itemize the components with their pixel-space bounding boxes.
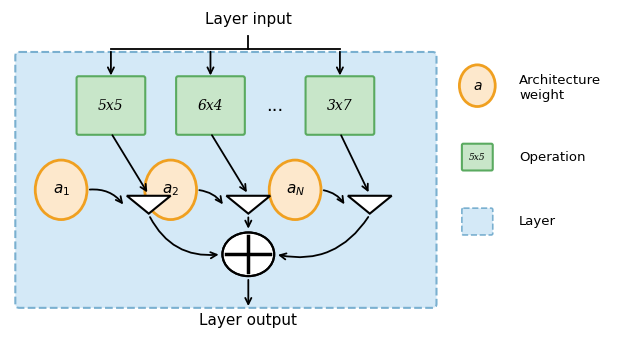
FancyArrowPatch shape [245,280,252,304]
Text: $a_2$: $a_2$ [162,182,179,198]
Polygon shape [227,196,270,214]
Text: ...: ... [267,96,284,115]
Ellipse shape [269,160,321,220]
Ellipse shape [145,160,196,220]
Polygon shape [127,196,171,214]
Text: $a$: $a$ [472,79,482,93]
FancyArrowPatch shape [150,217,217,258]
Text: $a_N$: $a_N$ [285,182,305,198]
Text: 5x5: 5x5 [469,153,486,162]
Text: Layer input: Layer input [205,12,292,27]
FancyArrowPatch shape [113,135,147,191]
FancyBboxPatch shape [462,208,493,235]
FancyArrowPatch shape [199,190,221,203]
FancyArrowPatch shape [341,135,368,190]
Text: 3x7: 3x7 [327,98,353,113]
FancyArrowPatch shape [212,135,246,191]
FancyBboxPatch shape [15,52,436,308]
FancyBboxPatch shape [305,76,374,135]
Text: weight: weight [519,89,564,102]
FancyArrowPatch shape [324,190,343,203]
FancyBboxPatch shape [176,76,245,135]
Ellipse shape [223,233,274,276]
Text: 6x4: 6x4 [198,98,223,113]
Ellipse shape [460,65,495,106]
FancyBboxPatch shape [462,144,493,171]
Text: Operation: Operation [519,151,586,163]
FancyBboxPatch shape [77,76,145,135]
FancyArrowPatch shape [90,189,122,203]
Polygon shape [348,196,392,214]
Text: Layer output: Layer output [199,313,298,328]
FancyArrowPatch shape [280,217,368,259]
FancyArrowPatch shape [207,52,214,73]
FancyArrowPatch shape [337,52,343,73]
Text: Layer: Layer [519,215,556,228]
Text: 5x5: 5x5 [98,98,124,113]
FancyArrowPatch shape [108,52,114,73]
FancyArrowPatch shape [245,217,252,227]
Ellipse shape [35,160,87,220]
Text: Architecture: Architecture [519,74,601,87]
Text: $a_1$: $a_1$ [52,182,70,198]
